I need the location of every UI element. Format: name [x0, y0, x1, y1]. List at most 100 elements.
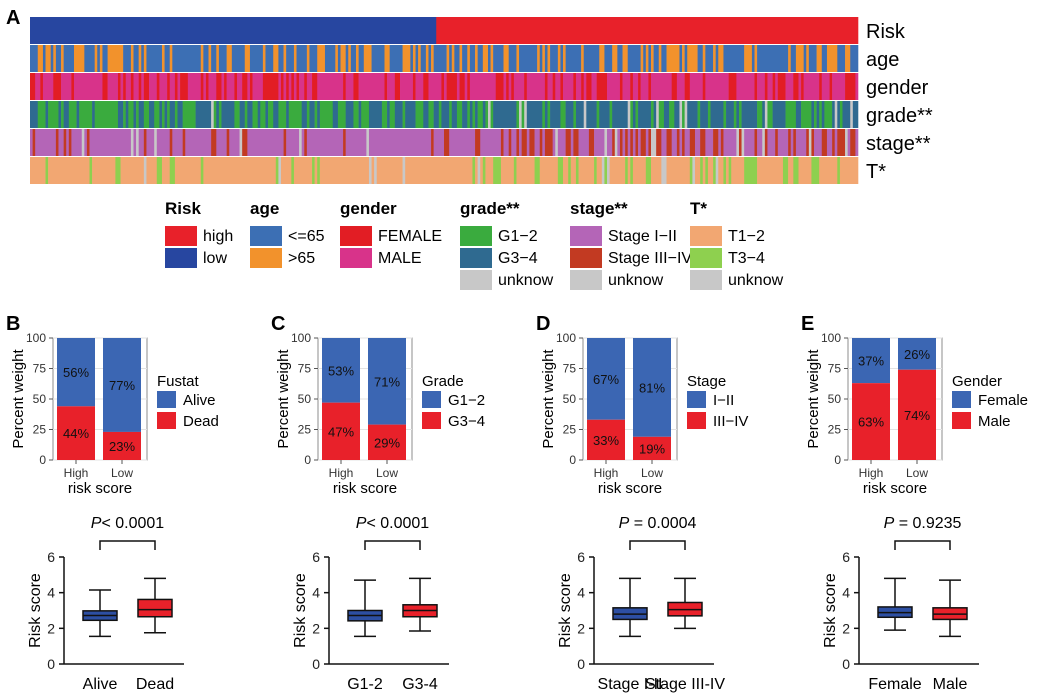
heatmap-cell	[736, 73, 755, 100]
heatmap-cell	[177, 101, 183, 128]
heatmap-cell	[433, 101, 440, 128]
heatmap-cell	[472, 157, 476, 184]
y-tick-label: 2	[577, 620, 585, 636]
box-1	[347, 579, 383, 638]
heatmap-cell	[475, 45, 478, 72]
heatmap-cell	[738, 101, 742, 128]
heatmap-cell	[472, 101, 476, 128]
heatmap-cell	[832, 73, 846, 100]
x-tick-label: High	[64, 466, 89, 480]
heatmap-cell	[687, 101, 698, 128]
heatmap-cell	[288, 101, 302, 128]
legend-entry-label: G1−2	[448, 392, 485, 409]
heatmap-cell	[795, 101, 802, 128]
heatmap-cell	[319, 157, 370, 184]
heatmap-cell	[850, 45, 859, 72]
heatmap-cell	[697, 45, 704, 72]
y-tick-label: 0	[47, 656, 55, 672]
heatmap-cell	[557, 157, 564, 184]
heatmap-cell	[772, 73, 776, 100]
heatmap-cell	[834, 101, 838, 128]
heatmap-cell	[850, 101, 854, 128]
heatmap-cell	[508, 129, 512, 156]
heatmap-cell	[84, 129, 88, 156]
heatmap-cell	[795, 45, 804, 72]
legend-title: Fustat	[157, 373, 200, 390]
heatmap-cell	[604, 45, 613, 72]
heatmap-cell	[371, 157, 375, 184]
legend-swatch	[690, 226, 722, 246]
legend-group-title: grade**	[460, 199, 520, 218]
heatmap-cell	[570, 129, 574, 156]
heatmap-cell	[617, 45, 623, 72]
heatmap-cell	[174, 101, 178, 128]
heatmap-cell	[625, 157, 629, 184]
heatmap-cell	[200, 157, 204, 184]
heatmap-cell	[526, 101, 543, 128]
heatmap-cell	[513, 73, 525, 100]
legend-entry-label: Female	[978, 392, 1028, 409]
heatmap-cell	[412, 45, 416, 72]
heatmap-cell	[120, 73, 124, 100]
heatmap-cell	[767, 129, 776, 156]
heatmap-cell	[500, 157, 515, 184]
heatmap-cell	[224, 73, 227, 100]
heatmap-cell	[682, 129, 685, 156]
heatmap-cell	[381, 101, 388, 128]
heatmap-cell	[216, 45, 220, 72]
heatmap-cell	[565, 129, 572, 156]
track-label-1: Risk	[866, 21, 906, 43]
legend-swatch	[422, 412, 441, 429]
heatmap-cell	[99, 45, 103, 72]
heatmap-cell	[345, 129, 367, 156]
heatmap-cell	[130, 45, 134, 72]
heatmap-cell	[306, 73, 313, 100]
y-tick-label: 0	[569, 453, 576, 467]
heatmap-cell	[337, 45, 341, 72]
p-value-prefix: P	[91, 515, 102, 532]
heatmap-cell	[48, 157, 90, 184]
track-label-4: grade**	[866, 105, 933, 127]
x-tick-label: Stage I-II	[598, 676, 663, 693]
x-tick-label: Low	[906, 466, 928, 480]
heatmap-cell	[203, 45, 209, 72]
heatmap-cell	[544, 73, 548, 100]
heatmap-cell	[169, 101, 176, 128]
bar-data-label: 26%	[904, 347, 930, 362]
heatmap-cell	[723, 45, 745, 72]
heatmap-cell	[651, 73, 672, 100]
heatmap-cell	[203, 157, 277, 184]
heatmap-cell	[694, 129, 701, 156]
heatmap-cell	[211, 45, 217, 72]
heatmap-cell	[475, 157, 478, 184]
bar-segment	[587, 338, 625, 420]
heatmap-cell	[542, 101, 546, 128]
heatmap-cell	[723, 129, 737, 156]
legend-group-2: age <=65 >65	[250, 199, 325, 268]
heatmap-cell	[713, 129, 719, 156]
heatmap-cell	[462, 101, 468, 128]
heatmap-cell	[376, 157, 403, 184]
heatmap-cell	[73, 45, 85, 72]
heatmap-cell	[389, 45, 403, 72]
heatmap-cell	[757, 45, 789, 72]
heatmap-cell	[156, 73, 160, 100]
heatmap-cell	[557, 45, 561, 72]
heatmap-cell	[565, 45, 582, 72]
heatmap-cell	[816, 101, 820, 128]
y-tick-label: 50	[828, 392, 842, 406]
heatmap-cell	[402, 101, 406, 128]
heatmap-cell	[821, 45, 828, 72]
y-tick-label: 50	[33, 392, 47, 406]
heatmap-cell	[81, 129, 85, 156]
heatmap-cell	[368, 129, 432, 156]
bar-segment	[852, 338, 890, 384]
heatmap-cell	[146, 157, 158, 184]
heatmap-cell	[697, 101, 701, 128]
legend-item-label: high	[203, 228, 233, 245]
y-axis-title: Risk score	[557, 573, 574, 648]
heatmap-cell	[42, 73, 54, 100]
heatmap-cell	[348, 45, 352, 72]
